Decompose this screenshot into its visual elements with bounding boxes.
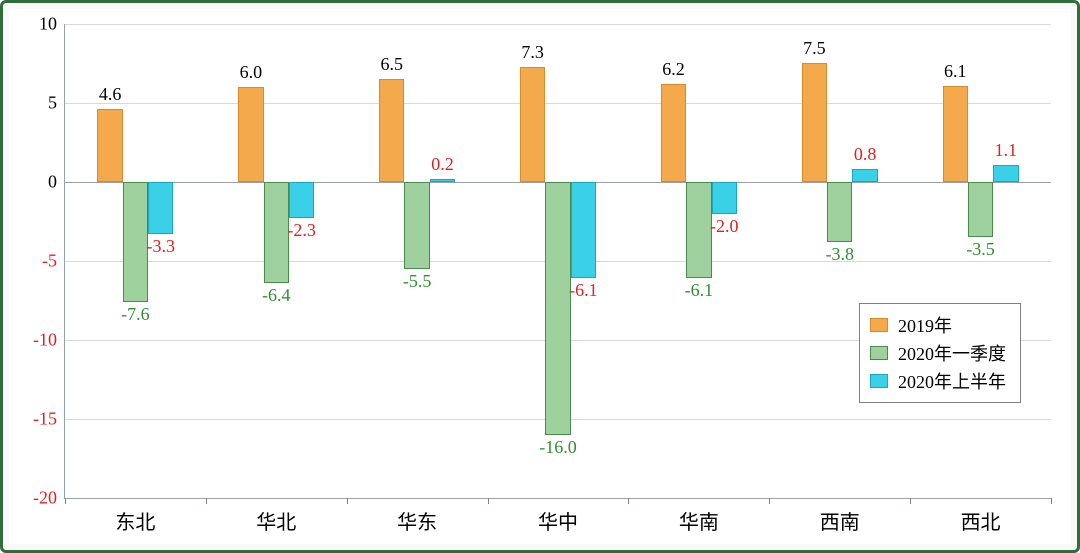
bar-s3: [993, 165, 1018, 182]
x-tick-mark: [910, 498, 911, 504]
legend-item: 2019年: [870, 312, 1006, 338]
bar-value-label: -6.1: [685, 280, 714, 301]
legend: 2019年2020年一季度2020年上半年: [859, 303, 1021, 403]
bar-value-label: 0.8: [854, 144, 877, 165]
y-tick-label: -15: [33, 409, 65, 430]
bar-value-label: -3.8: [825, 244, 854, 265]
x-tick-mark: [347, 498, 348, 504]
bar-value-label: 6.5: [381, 54, 404, 75]
bar-s1: [520, 67, 545, 182]
bar-s2: [827, 182, 852, 242]
bar-value-label: 6.0: [240, 62, 263, 83]
bar-value-label: -6.4: [262, 285, 291, 306]
bar-s3: [852, 169, 877, 182]
x-tick-label: 华南: [679, 498, 719, 535]
x-tick-label: 东北: [115, 498, 155, 535]
bar-value-label: 0.2: [431, 154, 454, 175]
x-tick-mark: [488, 498, 489, 504]
legend-label: 2020年一季度: [898, 340, 1006, 366]
x-tick-mark: [206, 498, 207, 504]
gridline: [65, 103, 1051, 104]
bar-value-label: -16.0: [539, 437, 577, 458]
legend-swatch: [870, 374, 888, 388]
bar-value-label: 6.2: [662, 59, 685, 80]
legend-swatch: [870, 318, 888, 332]
bar-s1: [97, 109, 122, 182]
legend-label: 2019年: [898, 312, 952, 338]
bar-s3: [712, 182, 737, 214]
bar-value-label: -3.3: [147, 236, 176, 257]
bar-value-label: 7.5: [803, 38, 826, 59]
gridline: [65, 24, 1051, 25]
bar-s1: [379, 79, 404, 182]
bar-s2: [545, 182, 570, 435]
bar-value-label: -3.5: [966, 239, 995, 260]
bar-value-label: -6.1: [569, 280, 598, 301]
y-tick-label: 0: [48, 171, 65, 192]
bar-value-label: -2.0: [710, 216, 739, 237]
bar-value-label: 4.6: [99, 84, 122, 105]
bar-s2: [123, 182, 148, 302]
legend-item: 2020年上半年: [870, 368, 1006, 394]
bar-s3: [289, 182, 314, 218]
bar-s2: [404, 182, 429, 269]
x-tick-label: 西南: [820, 498, 860, 535]
chart-outer-frame: 10 5 0 -5 -10 -15 -20 东北 华北 华东 华中 华南 西南 西北 4.6 -7.6 -3.3…: [0, 0, 1080, 553]
bar-s1: [943, 86, 968, 182]
y-tick-label: 5: [48, 92, 65, 113]
bar-s3: [148, 182, 173, 234]
x-tick-mark: [628, 498, 629, 504]
bar-value-label: 1.1: [995, 139, 1018, 160]
bar-value-label: -2.3: [287, 220, 316, 241]
chart-wrap: 10 5 0 -5 -10 -15 -20 东北 华北 华东 华中 华南 西南 西北 4.6 -7.6 -3.3…: [9, 9, 1071, 544]
bar-value-label: -5.5: [403, 271, 432, 292]
y-tick-label: -10: [33, 329, 65, 350]
bar-value-label: 7.3: [521, 41, 544, 62]
bar-s3: [571, 182, 596, 278]
bar-s1: [802, 63, 827, 182]
bar-s1: [238, 87, 263, 182]
x-tick-mark: [1051, 498, 1052, 504]
legend-item: 2020年一季度: [870, 340, 1006, 366]
x-tick-label: 华北: [256, 498, 296, 535]
x-tick-label: 西北: [961, 498, 1001, 535]
bar-value-label: 6.1: [944, 60, 967, 81]
y-tick-label: -20: [33, 488, 65, 509]
bar-s2: [264, 182, 289, 283]
y-tick-label: -5: [42, 251, 65, 272]
x-tick-mark: [769, 498, 770, 504]
bar-s2: [968, 182, 993, 237]
bar-s1: [661, 84, 686, 182]
bar-s3: [430, 179, 455, 182]
legend-label: 2020年上半年: [898, 368, 1006, 394]
bar-value-label: -7.6: [121, 304, 150, 325]
bar-s2: [686, 182, 711, 278]
x-tick-mark: [65, 498, 66, 504]
y-tick-label: 10: [39, 14, 65, 35]
plot-area: 1050-5-10-15-20东北华北华东华中华南西南西北4.6-7.6-3.3…: [64, 24, 1051, 499]
x-tick-label: 华中: [538, 498, 578, 535]
x-tick-label: 华东: [397, 498, 437, 535]
legend-swatch: [870, 346, 888, 360]
